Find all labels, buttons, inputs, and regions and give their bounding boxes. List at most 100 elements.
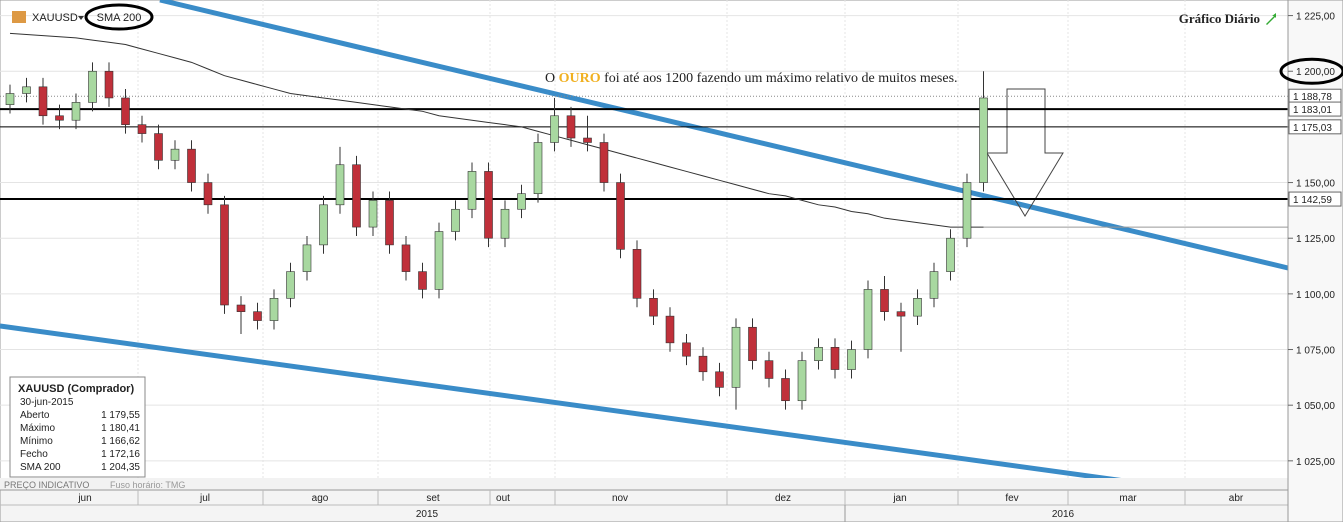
- candle-body: [962, 182, 972, 239]
- candle-body: [929, 271, 939, 299]
- circle-highlight: [84, 3, 154, 31]
- info-date: 30-jun-2015: [20, 397, 74, 408]
- info-value: 1 179,55: [101, 410, 140, 421]
- candle-body: [121, 97, 130, 125]
- info-value: 1 204,35: [101, 462, 140, 473]
- candle-body: [385, 200, 394, 246]
- annotation-text: foi até aos 1200 fazendo um máximo relat…: [604, 71, 957, 86]
- info-value: 1 172,16: [101, 449, 140, 460]
- info-label: Mínimo: [20, 436, 53, 447]
- candle-body: [946, 237, 955, 272]
- candle-body: [187, 148, 196, 183]
- y-tick-label: 1 200,00: [1296, 67, 1335, 78]
- y-tick-label: 1 075,00: [1296, 346, 1335, 357]
- candle-body: [500, 208, 510, 239]
- candle-body: [880, 289, 889, 312]
- candle-body: [698, 355, 708, 373]
- x-tick-label: ago: [312, 493, 329, 504]
- symbol: XAUUSD: [32, 12, 78, 24]
- info-label: Aberto: [20, 410, 50, 421]
- candle-body: [649, 298, 658, 317]
- candle-body: [104, 70, 114, 99]
- candle-body: [616, 182, 625, 250]
- price-tag: [1288, 119, 1342, 135]
- candle-body: [418, 271, 427, 290]
- candle-body: [484, 171, 493, 239]
- logo: [12, 11, 26, 23]
- candle-body: [352, 164, 361, 228]
- candle-body: [566, 115, 576, 139]
- footer-bar: [0, 478, 1288, 490]
- x-tick-label: jan: [892, 493, 906, 504]
- candle-body: [22, 86, 31, 94]
- candle-body: [550, 115, 559, 143]
- annotation-text: O: [545, 71, 555, 86]
- footer-note: Fuso horário: TMG: [110, 480, 185, 490]
- annotation-highlight: OURO: [559, 71, 601, 86]
- year-label: 2015: [416, 509, 439, 520]
- trend-line-upper: [159, 0, 1289, 271]
- price-tag-label: 1 142,59: [1293, 195, 1332, 206]
- candle-body: [220, 204, 229, 306]
- dropdown[interactable]: [78, 16, 84, 20]
- y-tick-label: 1 150,00: [1296, 179, 1335, 190]
- y-tick-label: 1 100,00: [1296, 290, 1335, 301]
- x-tick-label: fev: [1005, 493, 1018, 504]
- price-tag-label: 1 183,01: [1293, 105, 1332, 116]
- info-value: 1 180,41: [101, 423, 140, 434]
- price-tag: [1288, 191, 1342, 207]
- x-tick-label: mar: [1119, 493, 1137, 504]
- candle-body: [863, 289, 873, 350]
- info-label: SMA 200: [20, 462, 61, 473]
- candle-body: [731, 326, 741, 388]
- down-arrow: [986, 88, 1064, 217]
- x-tick-label: jul: [199, 493, 210, 504]
- candle-body: [286, 271, 295, 299]
- footer-note: PREÇO INDICATIVO: [4, 480, 89, 490]
- candle-body: [830, 346, 840, 370]
- candle-body: [203, 182, 213, 206]
- y-tick-label: 1 050,00: [1296, 401, 1335, 412]
- candle-body: [814, 346, 823, 361]
- candle-body: [599, 142, 609, 183]
- candle-body: [154, 133, 163, 161]
- y-tick-label: 1 025,00: [1296, 457, 1335, 468]
- candle-body: [55, 115, 64, 121]
- chart-icon: [1266, 13, 1276, 25]
- trend-line-lower: [0, 323, 1191, 493]
- candle-body: [847, 349, 856, 370]
- x-tick-label: out: [496, 493, 510, 504]
- candle-body: [401, 244, 411, 272]
- circle-highlight: [1279, 57, 1343, 85]
- candle-body: [302, 244, 312, 272]
- x-tick-label: set: [426, 493, 440, 504]
- candle-body: [896, 311, 906, 317]
- candle-body: [781, 378, 790, 402]
- x-axis: [0, 489, 1289, 522]
- candle-body: [979, 97, 988, 183]
- candle-body: [748, 326, 757, 361]
- candle-body: [335, 164, 345, 206]
- annotation: O OURO foi até aos 1200 fazendo um máxim…: [545, 71, 958, 86]
- candle-body: [715, 371, 724, 388]
- year-label: 2016: [1052, 509, 1075, 520]
- price-tag-label: 1 175,03: [1293, 123, 1332, 134]
- candle-body: [38, 86, 48, 117]
- price-tag: [1288, 101, 1342, 117]
- candle-body: [319, 204, 328, 246]
- candle-body: [368, 200, 378, 228]
- plot-area: [0, 0, 1289, 491]
- candle-body: [632, 249, 642, 299]
- info-label: Máximo: [20, 423, 55, 434]
- sma-line: [9, 32, 984, 228]
- info-title: XAUUSD (Comprador): [18, 383, 134, 395]
- indicator[interactable]: SMA 200: [97, 12, 142, 24]
- candle-body: [170, 148, 180, 161]
- candle-body: [583, 137, 592, 143]
- x-tick-label: nov: [612, 493, 628, 504]
- candle-body: [71, 102, 81, 121]
- info-box: [9, 376, 146, 478]
- y-axis: [1287, 0, 1343, 522]
- candle-body: [434, 231, 444, 290]
